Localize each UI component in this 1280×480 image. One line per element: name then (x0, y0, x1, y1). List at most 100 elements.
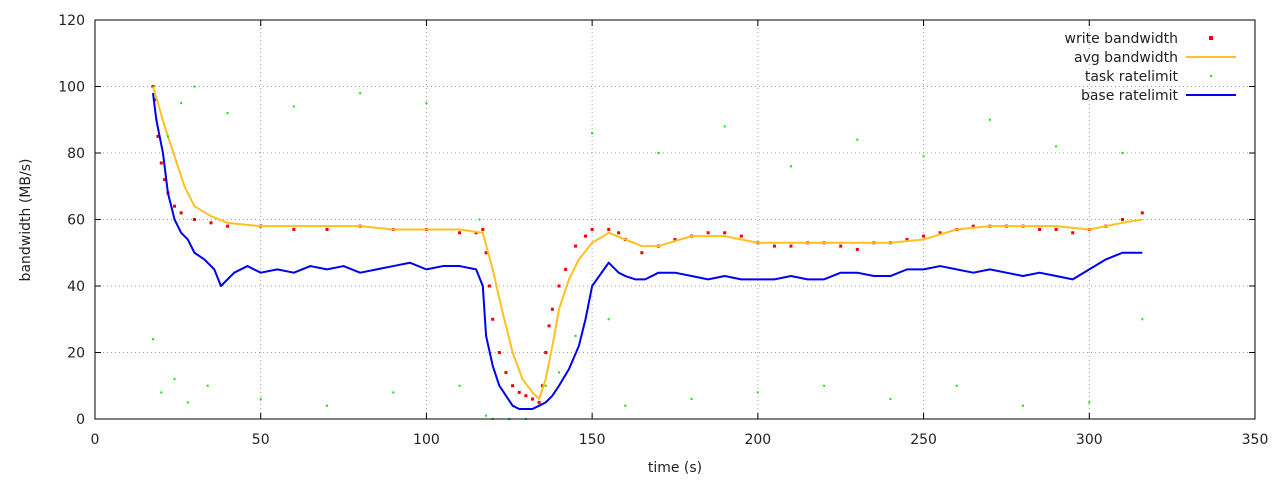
data-point (790, 165, 792, 168)
data-point (706, 231, 710, 235)
data-point (179, 211, 183, 215)
series-line (152, 86, 1143, 401)
data-point (163, 178, 167, 182)
data-point (173, 204, 177, 208)
x-tick-label: 0 (91, 432, 100, 448)
grid-layer (95, 20, 1255, 419)
legend-swatch-point (1209, 36, 1213, 40)
data-point (530, 397, 534, 401)
data-point (186, 401, 189, 404)
data-point (690, 398, 693, 401)
data-point (1071, 231, 1075, 235)
data-point (544, 351, 548, 354)
data-point (756, 391, 759, 394)
data-point (607, 227, 611, 231)
data-point (673, 237, 677, 241)
data-point (160, 391, 163, 394)
data-point (558, 371, 560, 374)
x-axis-label: time (s) (648, 460, 702, 476)
data-point (557, 284, 561, 288)
data-point (1022, 404, 1024, 407)
data-point (889, 398, 892, 401)
data-point (292, 227, 296, 231)
data-point (905, 237, 909, 241)
data-point (193, 85, 196, 88)
data-point (458, 231, 462, 235)
data-point (1038, 227, 1042, 231)
data-point (789, 244, 793, 248)
data-point (159, 161, 163, 165)
data-point (517, 390, 521, 394)
data-point (359, 92, 362, 95)
data-point (497, 351, 501, 354)
data-point (723, 125, 726, 128)
data-point (540, 384, 544, 388)
data-point (574, 244, 578, 248)
data-point (922, 155, 925, 158)
x-tick-label: 250 (910, 432, 937, 448)
x-tick-label: 300 (1076, 432, 1103, 448)
data-point (173, 378, 176, 381)
data-point (550, 307, 554, 311)
y-tick-label: 80 (67, 146, 85, 162)
y-tick-label: 100 (58, 80, 85, 96)
legend-label: base ratelimit (1081, 88, 1179, 104)
data-point (1141, 318, 1144, 321)
data-point (739, 234, 743, 238)
data-point (478, 218, 481, 221)
data-point (1121, 152, 1124, 154)
legend-item: write bandwidth (1065, 31, 1213, 47)
data-point (537, 400, 541, 404)
data-point (226, 224, 230, 228)
data-point (607, 318, 610, 321)
data-point (192, 218, 196, 221)
data-point (590, 227, 594, 231)
data-point (839, 244, 843, 248)
data-point (1140, 211, 1144, 215)
data-point (574, 334, 577, 337)
legend-label: task ratelimit (1085, 69, 1179, 85)
series-avg-bandwidth (152, 86, 1143, 401)
y-tick-label: 120 (58, 13, 85, 29)
data-point (392, 391, 395, 394)
data-point (955, 384, 958, 387)
legend-item: avg bandwidth (1074, 50, 1236, 66)
data-point (484, 251, 488, 255)
data-point (485, 414, 488, 417)
data-point (491, 317, 495, 321)
legend-item: task ratelimit (1085, 69, 1212, 85)
data-point (326, 404, 328, 407)
data-point (922, 234, 926, 238)
data-point (823, 384, 826, 387)
series-write-bandwidth (151, 85, 1144, 404)
data-point (591, 132, 594, 135)
data-point (1120, 218, 1124, 221)
data-point (487, 284, 491, 288)
y-tick-label: 40 (67, 279, 85, 295)
data-point (938, 231, 942, 235)
data-point (152, 338, 154, 341)
x-tick-label: 150 (579, 432, 606, 448)
data-point (481, 227, 485, 231)
data-point (458, 384, 461, 387)
data-point (325, 227, 329, 231)
data-point (547, 324, 551, 328)
data-point (524, 394, 528, 398)
y-axis-label: bandwidth (MB/s) (18, 159, 34, 282)
data-point (617, 231, 621, 235)
data-point (511, 384, 515, 388)
series-layer (151, 85, 1144, 420)
data-point (624, 404, 627, 407)
data-point (156, 134, 160, 138)
data-point (206, 384, 209, 387)
data-point (209, 221, 213, 225)
data-point (504, 370, 508, 374)
data-point (1054, 227, 1058, 231)
legend: write bandwidth avg bandwidth task ratelim… (1065, 31, 1236, 104)
data-point (166, 135, 169, 138)
data-point (226, 112, 229, 115)
y-tick-label: 60 (67, 213, 85, 229)
legend-label: avg bandwidth (1074, 50, 1178, 66)
